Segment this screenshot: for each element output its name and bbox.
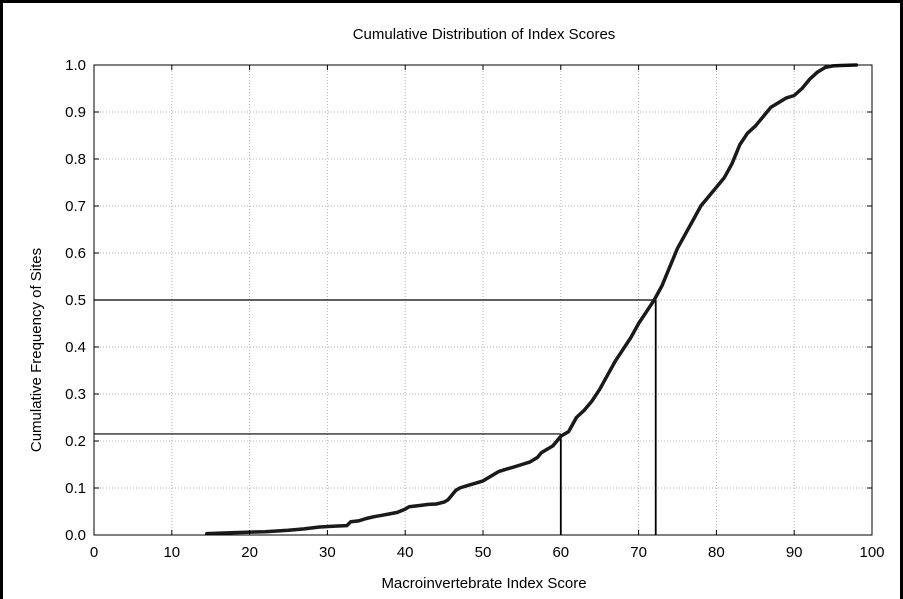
x-tick-label: 10 (163, 544, 180, 561)
x-tick-label: 80 (708, 544, 725, 561)
x-tick-label: 40 (397, 544, 414, 561)
x-tick-label: 70 (630, 544, 647, 561)
y-tick-label: 0.3 (65, 386, 86, 403)
x-tick-label: 0 (90, 544, 98, 561)
y-tick-label: 0.8 (65, 151, 86, 168)
y-axis-label: Cumulative Frequency of Sites (28, 248, 45, 452)
y-tick-label: 0.0 (65, 527, 86, 544)
y-tick-label: 0.5 (65, 292, 86, 309)
x-tick-label: 100 (859, 544, 884, 561)
x-tick-label: 50 (475, 544, 492, 561)
y-tick-label: 0.2 (65, 433, 86, 450)
y-tick-label: 1.0 (65, 57, 86, 74)
y-tick-label: 0.6 (65, 245, 86, 262)
y-tick-label: 0.4 (65, 339, 86, 356)
x-tick-label: 20 (241, 544, 258, 561)
y-tick-label: 0.7 (65, 198, 86, 215)
x-axis-label: Macroinvertebrate Index Score (381, 575, 586, 592)
axis-ticks: 0 10 20 30 40 50 60 70 80 90 100 0.0 0.1 0.2 0.3 0.4 0.5… (65, 57, 884, 561)
chart-title: Cumulative Distribution of Index Scores (353, 26, 616, 43)
series-group (205, 63, 859, 536)
y-tick-label: 0.9 (65, 104, 86, 121)
x-tick-label: 90 (786, 544, 803, 561)
cdf-series-line (205, 63, 859, 536)
x-tick-label: 60 (552, 544, 569, 561)
x-tick-label: 30 (319, 544, 336, 561)
reference-lines (94, 299, 657, 535)
y-tick-label: 0.1 (65, 480, 86, 497)
